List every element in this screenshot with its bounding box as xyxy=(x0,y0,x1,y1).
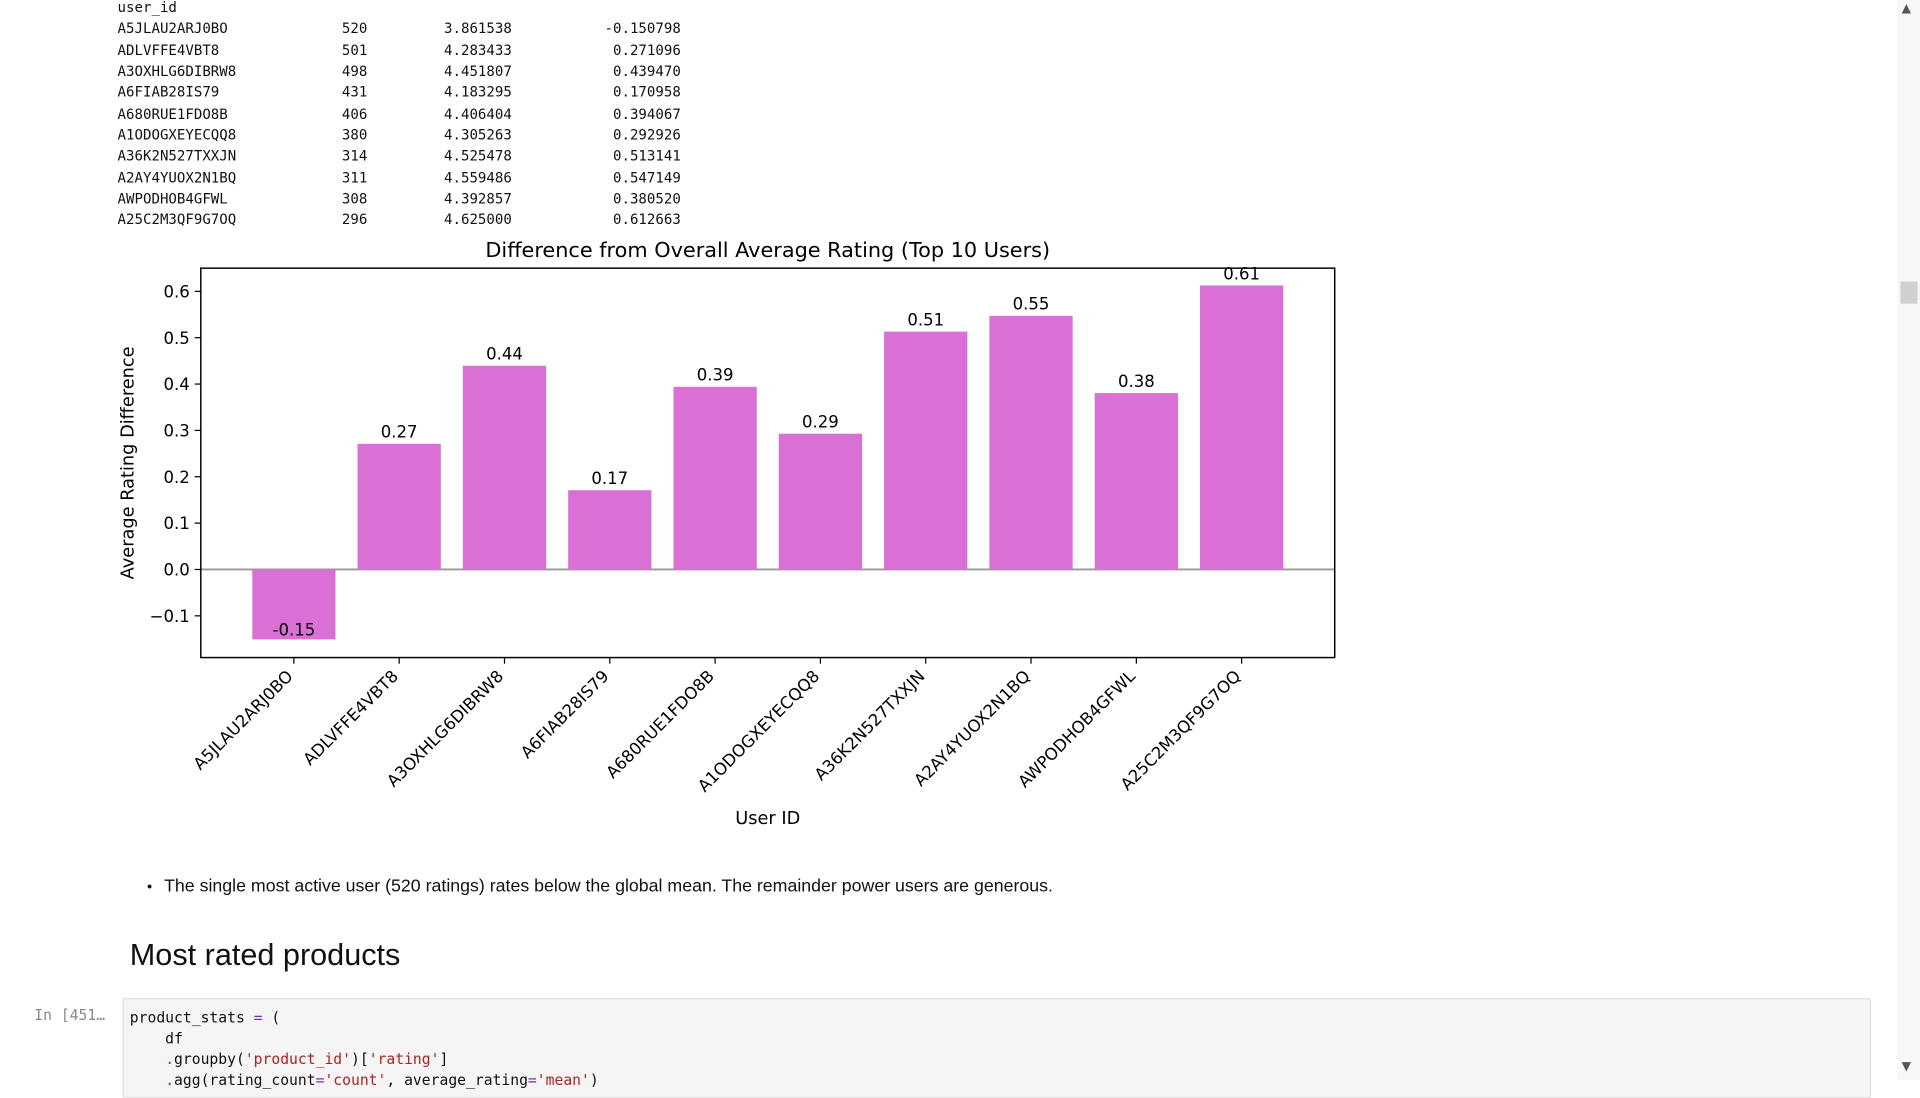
x-tick-label: A5JLAU2ARJ0BO xyxy=(190,667,297,774)
df-cell: -0.150798 xyxy=(604,20,681,38)
markdown-bullet: • The single most active user (520 rating… xyxy=(147,877,1053,897)
df-cell: 308 xyxy=(341,189,368,208)
y-tick-label: 0.4 xyxy=(164,375,190,394)
y-tick-label: 0.0 xyxy=(164,561,190,580)
bar xyxy=(252,569,336,640)
x-tick-label: A6FIAB28IS79 xyxy=(517,667,613,763)
section-heading: Most rated products xyxy=(129,937,401,973)
df-cell: 4.406404 xyxy=(444,104,512,123)
bar xyxy=(462,365,547,570)
y-tick-label: 0.6 xyxy=(164,282,190,301)
df-cell: 406 xyxy=(341,104,368,123)
bar xyxy=(778,433,863,570)
bar xyxy=(884,331,968,570)
df-cell: 3.861538 xyxy=(444,20,512,38)
x-tick-label: ADLVFFE4VBT8 xyxy=(300,667,402,769)
df-index-cell: A25C2M3QF9G7OQ xyxy=(117,211,237,229)
vertical-scrollbar[interactable]: ▲ ▼ xyxy=(1897,0,1920,1081)
x-tick-label: A680RUE1FDO8B xyxy=(602,667,718,783)
data-label: 0.17 xyxy=(591,469,628,488)
data-label: 0.27 xyxy=(381,423,418,442)
y-tick-label: 0.2 xyxy=(164,468,190,487)
df-cell: 4.283433 xyxy=(444,41,512,59)
df-cell: 314 xyxy=(341,147,368,165)
bar xyxy=(568,490,652,570)
df-index-cell: A36K2N527TXXJN xyxy=(117,147,237,165)
df-cell: 0.439470 xyxy=(612,62,681,80)
df-cell: 4.625000 xyxy=(444,211,512,229)
code-editor[interactable]: product_stats = ( df .groupby('product_i… xyxy=(129,1008,599,1089)
df-cell: 501 xyxy=(341,41,368,59)
scrollbar-thumb[interactable] xyxy=(1900,281,1918,304)
df-cell: 0.271096 xyxy=(612,41,681,59)
y-tick-label: 0.3 xyxy=(164,422,190,441)
df-cell: 0.547149 xyxy=(612,168,681,186)
df-cell: 311 xyxy=(341,168,368,186)
data-label: 0.38 xyxy=(1118,372,1155,391)
x-tick-label: A1ODOGXEYECQQ8 xyxy=(694,667,823,796)
x-tick-label: A25C2M3QF9G7OQ xyxy=(1117,667,1245,795)
plot-frame xyxy=(200,267,1336,659)
chart-title: Difference from Overall Average Rating (… xyxy=(485,238,1050,262)
df-index-cell: A2AY4YUOX2N1BQ xyxy=(117,168,237,186)
df-index-cell: ADLVFFE4VBT8 xyxy=(117,41,220,59)
df-cell: 0.612663 xyxy=(612,211,681,229)
df-cell: 4.451807 xyxy=(444,62,512,80)
df-cell: 4.559486 xyxy=(444,168,512,186)
df-index-cell: A3OXHLG6DIBRW8 xyxy=(117,62,237,80)
data-label: 0.61 xyxy=(1223,264,1260,283)
code-cell[interactable]: product_stats = ( df .groupby('product_i… xyxy=(122,997,1872,1098)
x-tick-label: A2AY4YUOX2N1BQ xyxy=(910,667,1033,790)
data-label: 0.39 xyxy=(697,366,734,385)
bullet-dot-icon: • xyxy=(146,877,153,896)
df-cell: 0.292926 xyxy=(612,126,681,144)
bar xyxy=(357,443,441,570)
y-tick-label: 0.1 xyxy=(164,514,190,533)
df-index-cell: A6FIAB28IS79 xyxy=(117,83,220,101)
bar-chart: Difference from Overall Average Rating (… xyxy=(118,238,1336,829)
bar xyxy=(1094,393,1178,570)
df-cell: 296 xyxy=(341,211,368,229)
df-index-cell: AWPODHOB4GFWL xyxy=(117,189,228,208)
df-cell: 0.170958 xyxy=(612,83,681,101)
bar xyxy=(673,386,757,570)
y-tick-label: 0.5 xyxy=(164,329,190,348)
df-index-name: user_id xyxy=(117,0,177,16)
data-label: 0.51 xyxy=(907,310,944,329)
x-tick-label: A36K2N527TXXJN xyxy=(811,667,929,785)
data-label: 0.44 xyxy=(486,345,523,364)
bar xyxy=(989,315,1073,570)
data-label: -0.15 xyxy=(273,621,316,640)
cell-prompt: In [451… xyxy=(34,1006,106,1024)
df-index-cell: A1ODOGXEYECQQ8 xyxy=(117,126,237,144)
x-axis-label: User ID xyxy=(735,809,800,829)
bullet-text: The single most active user (520 ratings… xyxy=(164,876,1053,897)
scroll-up-icon[interactable]: ▲ xyxy=(1901,2,1912,16)
df-cell: 431 xyxy=(341,83,368,101)
df-cell: 0.394067 xyxy=(612,104,681,123)
df-cell: 4.305263 xyxy=(444,126,512,144)
df-cell: 0.380520 xyxy=(612,189,681,208)
df-cell: 380 xyxy=(341,126,368,144)
x-tick-label: A3OXHLG6DIBRW8 xyxy=(383,667,507,791)
x-tick-label: AWPODHOB4GFWL xyxy=(1014,666,1139,791)
df-cell: 498 xyxy=(341,62,368,80)
df-cell: 0.513141 xyxy=(612,147,681,165)
y-axis-label: Average Rating Difference xyxy=(118,346,138,579)
df-cell: 4.392857 xyxy=(444,189,512,208)
bar xyxy=(1200,285,1284,570)
df-index-cell: A680RUE1FDO8B xyxy=(117,104,228,123)
scroll-down-icon[interactable]: ▼ xyxy=(1901,1060,1912,1074)
y-tick-label: −0.1 xyxy=(150,607,190,626)
df-cell: 4.525478 xyxy=(444,147,512,165)
data-label: 0.55 xyxy=(1013,295,1050,314)
data-label: 0.29 xyxy=(802,413,839,432)
df-cell: 4.183295 xyxy=(444,83,512,101)
df-index-cell: A5JLAU2ARJ0BO xyxy=(117,20,228,38)
df-cell: 520 xyxy=(341,20,368,38)
